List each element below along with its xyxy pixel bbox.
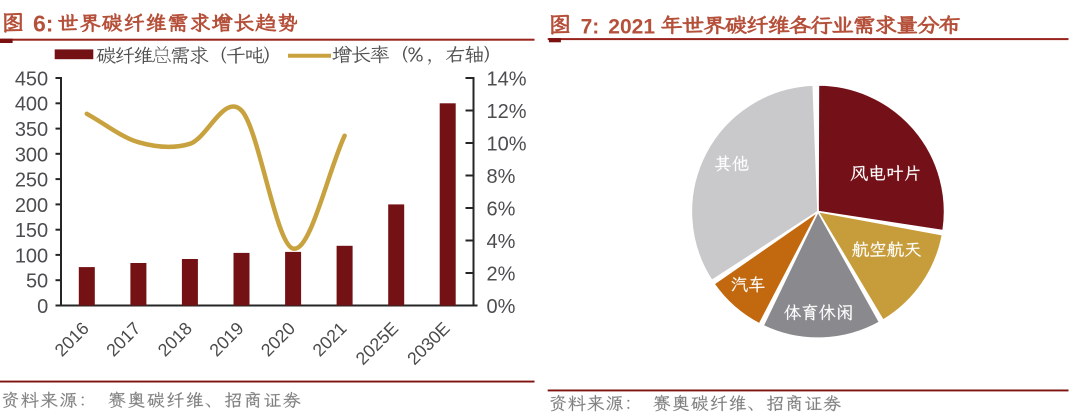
svg-text:6:: 6: [33,11,53,37]
svg-text:8%: 8% [487,166,516,188]
svg-text:2021: 2021 [309,318,351,360]
svg-text:150: 150 [15,220,48,242]
svg-text:7:: 7: [581,15,600,38]
svg-text:50: 50 [26,271,48,293]
svg-text:2025E: 2025E [352,318,403,369]
svg-text:2016: 2016 [51,318,93,360]
svg-text:2019: 2019 [205,318,247,360]
svg-text:2030E: 2030E [403,318,454,369]
svg-text:2%: 2% [487,264,516,286]
svg-text:2021: 2021 [608,15,655,38]
svg-text:450: 450 [15,68,48,90]
svg-text:0: 0 [37,296,48,318]
svg-text:300: 300 [15,144,48,166]
svg-text:250: 250 [15,170,48,192]
svg-text:200: 200 [15,195,48,217]
svg-text:2018: 2018 [154,318,196,360]
svg-text:14%: 14% [487,69,527,91]
svg-text:12%: 12% [487,101,527,123]
svg-text:2020: 2020 [257,318,299,360]
svg-text:10%: 10% [487,134,527,156]
svg-text:350: 350 [15,119,48,141]
svg-text:2017: 2017 [102,318,144,360]
svg-text:6%: 6% [487,199,516,221]
svg-text:400: 400 [15,94,48,116]
svg-text:0%: 0% [487,296,516,318]
svg-text:4%: 4% [487,231,516,253]
svg-text:100: 100 [15,245,48,267]
